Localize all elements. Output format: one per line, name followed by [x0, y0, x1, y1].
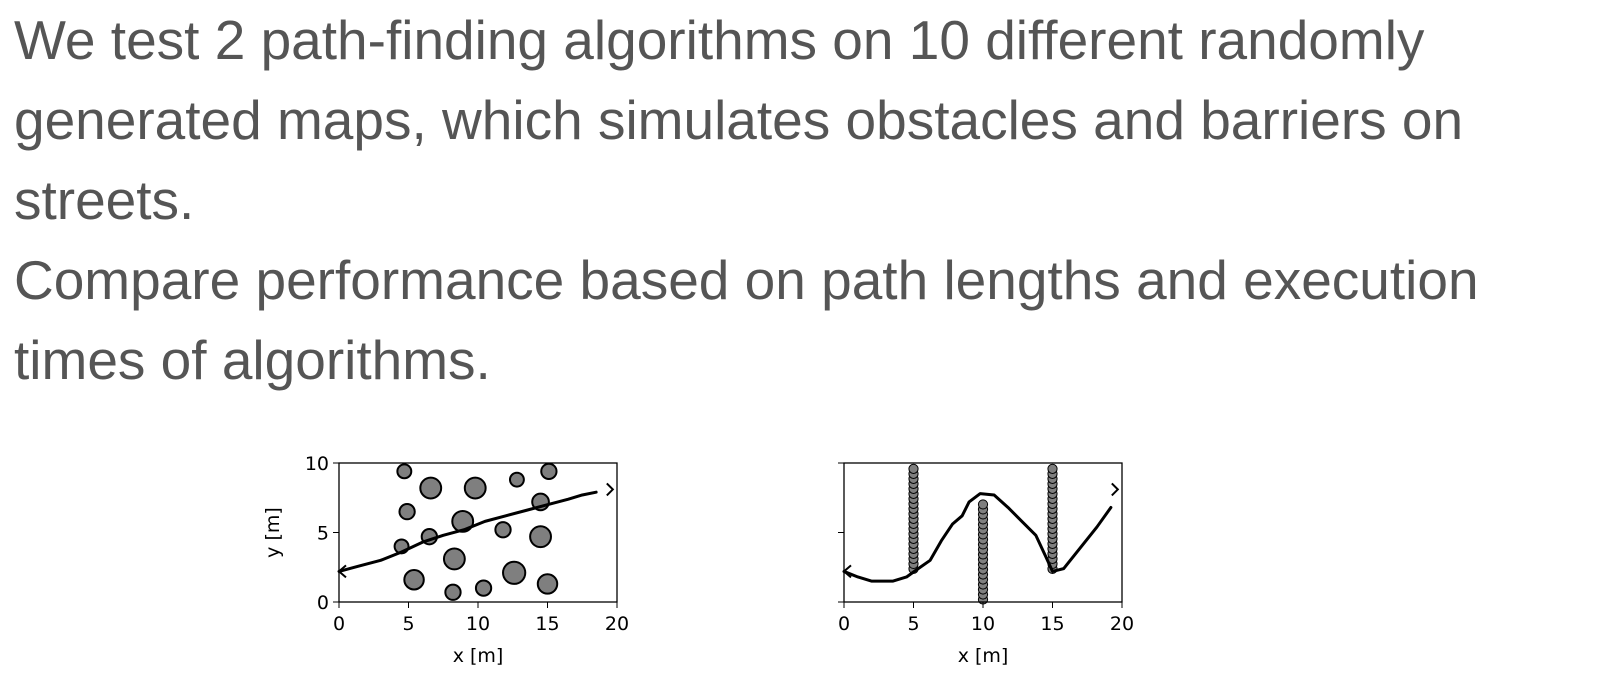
obstacle-circle	[403, 569, 425, 591]
goal-marker	[606, 482, 615, 497]
obstacle-circle	[419, 476, 443, 500]
intro-text: We test 2 path-finding algorithms on 10 …	[14, 0, 1594, 400]
obstacle-circle	[442, 547, 466, 571]
obstacle-circle	[540, 462, 558, 480]
x-axis-label: x [m]	[453, 645, 504, 667]
paragraph-test-description: We test 2 path-finding algorithms on 10 …	[14, 9, 1464, 231]
x-tick-label: 20	[1110, 613, 1134, 635]
x-tick-label: 0	[838, 613, 850, 635]
x-tick-label: 5	[907, 613, 919, 635]
obstacle-circle	[398, 503, 416, 521]
path-line	[842, 492, 1113, 583]
x-tick-label: 15	[1040, 613, 1064, 635]
obstacle-circle	[508, 471, 525, 488]
obstacle-circle	[474, 579, 493, 597]
y-tick-label: 0	[317, 592, 329, 614]
x-tick-label: 15	[535, 613, 559, 635]
x-tick-label: 20	[605, 613, 629, 635]
wall-barrier	[908, 463, 919, 575]
x-axis-label: x [m]	[958, 645, 1009, 667]
x-tick-label: 10	[971, 613, 995, 635]
chart-wall-barriers: 0 5 10 15 20 x [m]	[838, 462, 1134, 667]
y-tick-label: 10	[305, 453, 329, 475]
wall-segment	[1047, 463, 1058, 474]
obstacle-circle	[502, 560, 527, 585]
chart-random-obstacles: 0 5 10 15 20 0 5 10 x [m] y [m]	[262, 453, 629, 667]
path-line	[337, 490, 598, 573]
obstacle-circle	[536, 573, 559, 595]
y-axis-label: y [m]	[262, 507, 284, 558]
wall-barrier	[977, 499, 989, 605]
obstacle-circle	[444, 583, 462, 601]
x-tick-label: 0	[333, 613, 345, 635]
obstacle-circle	[494, 521, 512, 539]
wall-barrier	[1047, 463, 1058, 575]
obstacle-circle	[463, 476, 487, 500]
paragraph-comparison: Compare performance based on path length…	[14, 249, 1479, 391]
wall-segment	[908, 463, 919, 474]
y-tick-label: 5	[317, 523, 329, 545]
goal-marker	[1111, 482, 1120, 497]
x-tick-label: 5	[402, 613, 414, 635]
obstacle-circle	[529, 525, 552, 549]
obstacle-circle	[396, 463, 413, 480]
x-tick-label: 10	[466, 613, 490, 635]
wall-segment	[977, 499, 989, 510]
